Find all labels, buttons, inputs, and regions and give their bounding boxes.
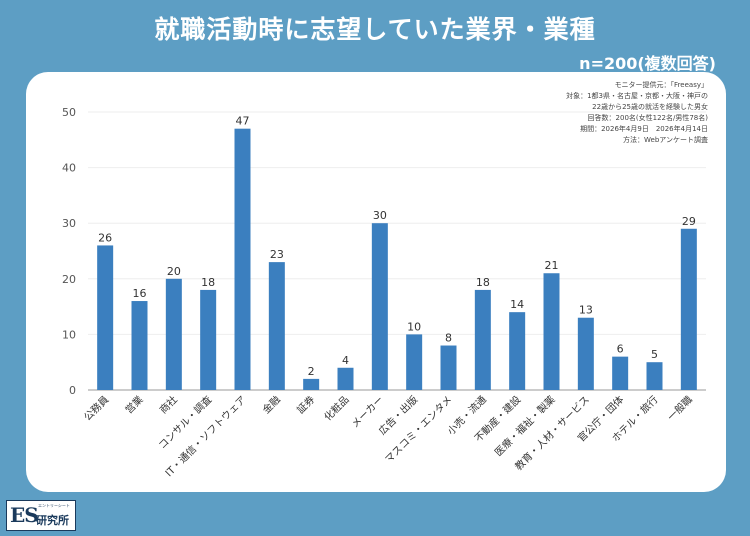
bar-value-label: 5 bbox=[651, 348, 658, 361]
bar bbox=[509, 312, 526, 390]
logo-mark: ES bbox=[10, 503, 39, 527]
x-category-label: マスコミ・エンタメ bbox=[383, 394, 455, 466]
bar bbox=[131, 301, 148, 390]
bar bbox=[406, 334, 423, 390]
bar-value-label: 13 bbox=[579, 304, 593, 317]
x-category-label: 化粧品 bbox=[321, 393, 351, 423]
es-lab-logo: ES エントリーシート 研究所 bbox=[6, 500, 76, 531]
bar-value-label: 10 bbox=[407, 320, 421, 333]
x-category-label: 営業 bbox=[122, 393, 145, 416]
bar-value-label: 20 bbox=[167, 265, 181, 278]
source-line: 回答数：200名(女性122名/男性78名) bbox=[587, 114, 708, 122]
bar-value-label: 23 bbox=[270, 248, 284, 261]
y-tick-label: 40 bbox=[62, 162, 76, 175]
bar-value-label: 4 bbox=[342, 354, 349, 367]
x-category-label: 商社 bbox=[157, 393, 180, 416]
source-line: 22歳から25歳の就活を経験した男女 bbox=[592, 103, 708, 111]
bar bbox=[200, 289, 217, 390]
bar-value-label: 30 bbox=[373, 209, 387, 222]
bar-value-label: 6 bbox=[617, 343, 624, 356]
bar-value-label: 16 bbox=[133, 287, 147, 300]
bar bbox=[234, 128, 251, 390]
bar bbox=[680, 228, 697, 390]
y-tick-label: 10 bbox=[62, 328, 76, 341]
bar-value-label: 26 bbox=[98, 231, 112, 244]
bar-value-label: 47 bbox=[236, 115, 250, 128]
bar bbox=[165, 278, 182, 390]
y-tick-label: 30 bbox=[62, 217, 76, 230]
source-line: 期間：2026年4月9日 2026年4月14日 bbox=[580, 125, 708, 133]
bar-value-label: 18 bbox=[476, 276, 490, 289]
bar-value-label: 29 bbox=[682, 215, 696, 228]
chart-title: 就職活動時に志望していた業界・業種 bbox=[154, 15, 596, 44]
source-line: 方法：Webアンケート調査 bbox=[623, 136, 708, 144]
source-line: モニター提供元：「Freeasy」 bbox=[614, 81, 708, 89]
bar bbox=[303, 378, 320, 390]
bar bbox=[474, 289, 491, 390]
bar bbox=[97, 245, 114, 390]
x-category-label: 医療・福祉・製薬 bbox=[492, 393, 558, 459]
bar bbox=[612, 356, 629, 390]
y-tick-label: 20 bbox=[62, 273, 76, 286]
bar bbox=[543, 273, 560, 390]
source-line: 対象：1都3県・名古屋・京都・大阪・神戸の bbox=[566, 92, 708, 100]
x-category-label: 金融 bbox=[260, 393, 283, 416]
bar-value-label: 8 bbox=[445, 332, 452, 345]
bar bbox=[268, 262, 285, 390]
bar bbox=[646, 362, 663, 390]
bar-value-label: 2 bbox=[308, 365, 315, 378]
bar-value-label: 14 bbox=[510, 298, 524, 311]
chart-card: 0 10 20 30 40 50 26 公務員 16 営業 20 商社 18 コンサル・調査 47 IT・通… bbox=[26, 72, 726, 492]
logo-subtext: エントリーシート bbox=[38, 503, 70, 508]
bar bbox=[337, 367, 354, 390]
logo-name: 研究所 bbox=[36, 514, 69, 527]
bar-value-label: 21 bbox=[545, 259, 559, 272]
x-category-label: 一般職 bbox=[665, 393, 695, 423]
bar bbox=[577, 317, 594, 390]
chart-subtitle: n=200(複数回答) bbox=[579, 54, 716, 73]
bar bbox=[440, 345, 457, 390]
bar bbox=[371, 223, 388, 390]
x-category-label: メーカー bbox=[349, 394, 386, 431]
y-tick-label: 50 bbox=[62, 106, 76, 119]
y-tick-label: 0 bbox=[69, 384, 76, 397]
x-category-label: 証券 bbox=[294, 393, 317, 416]
bar-value-label: 18 bbox=[201, 276, 215, 289]
survey-source-note: モニター提供元：「Freeasy」 対象：1都3県・名古屋・京都・大阪・神戸の … bbox=[566, 80, 708, 146]
x-category-label: 公務員 bbox=[81, 393, 111, 423]
